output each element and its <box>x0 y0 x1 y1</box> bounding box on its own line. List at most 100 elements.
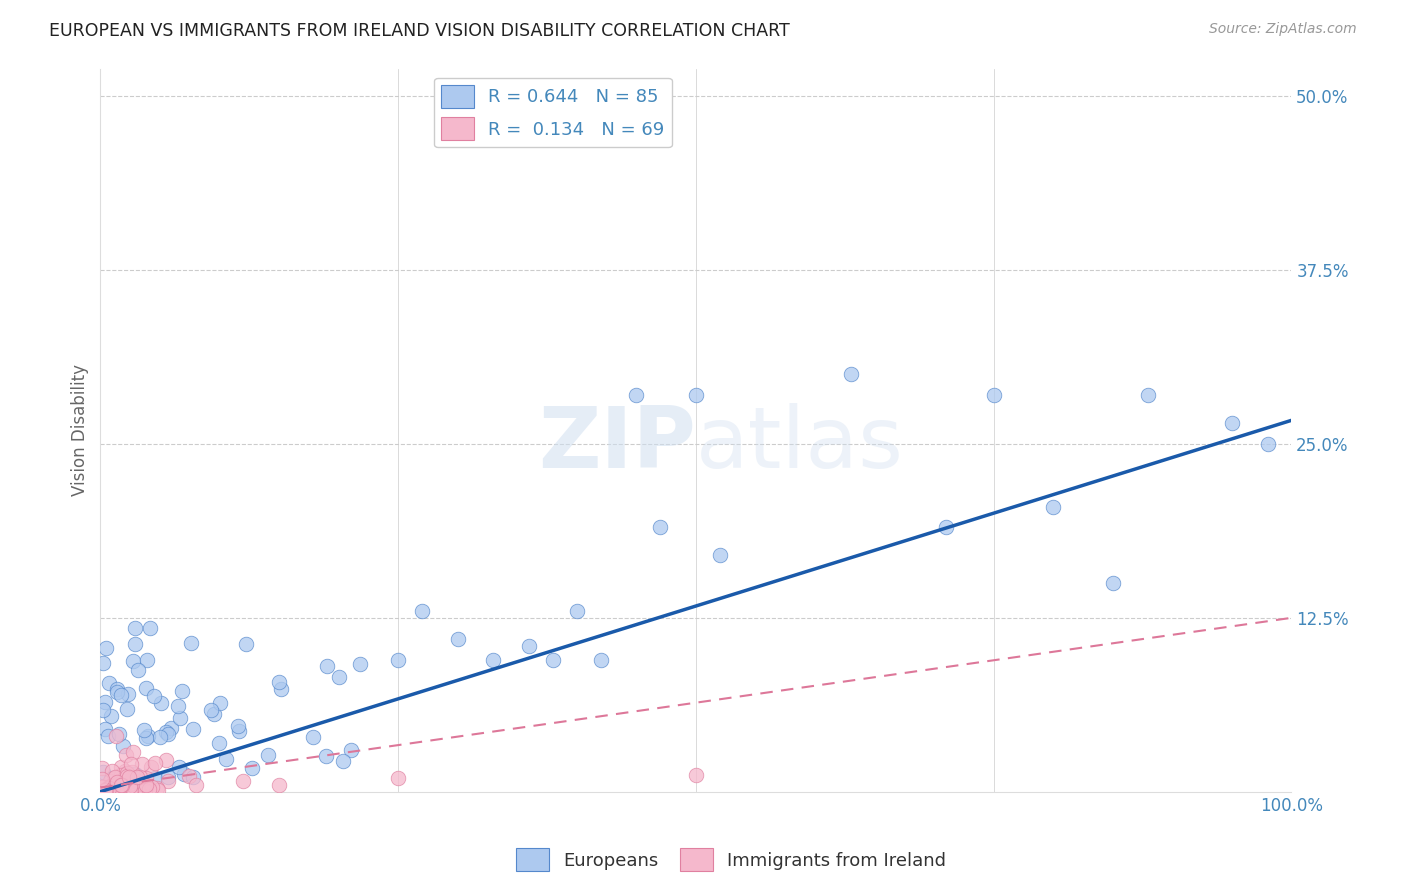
Point <box>208 696 231 710</box>
Point <box>839 368 862 382</box>
Point <box>134 783 156 797</box>
Point <box>104 729 127 743</box>
Point <box>98 676 121 690</box>
Point <box>98 774 121 789</box>
Point <box>105 775 128 789</box>
Point <box>541 652 564 666</box>
Point <box>173 767 195 781</box>
Point <box>98 783 121 797</box>
Point <box>110 768 132 782</box>
Point <box>91 656 114 670</box>
Point <box>157 773 180 788</box>
Point <box>235 637 257 651</box>
Point <box>155 724 177 739</box>
Point <box>104 771 127 785</box>
Point <box>111 739 134 753</box>
Text: Source: ZipAtlas.com: Source: ZipAtlas.com <box>1209 22 1357 37</box>
Point <box>122 745 145 759</box>
Point <box>122 779 145 793</box>
Point <box>124 637 146 651</box>
Point <box>167 760 190 774</box>
Point <box>340 743 363 757</box>
Point <box>146 780 169 795</box>
Point <box>93 782 115 797</box>
Point <box>122 654 145 668</box>
Point <box>127 783 149 797</box>
Point <box>115 768 138 782</box>
Point <box>139 760 162 774</box>
Point <box>110 760 132 774</box>
Point <box>98 781 121 796</box>
Point <box>155 752 177 766</box>
Point <box>139 621 162 635</box>
Point <box>269 674 291 689</box>
Point <box>118 779 141 793</box>
Point <box>482 652 505 666</box>
Point <box>94 641 117 656</box>
Point <box>184 778 207 792</box>
Point <box>103 771 125 785</box>
Point <box>316 658 339 673</box>
Point <box>125 770 148 784</box>
Point <box>232 773 254 788</box>
Point <box>159 721 181 735</box>
Point <box>91 780 114 794</box>
Point <box>208 736 231 750</box>
Point <box>114 772 136 787</box>
Point <box>148 783 170 797</box>
Point <box>105 682 128 697</box>
Text: EUROPEAN VS IMMIGRANTS FROM IRELAND VISION DISABILITY CORRELATION CHART: EUROPEAN VS IMMIGRANTS FROM IRELAND VISI… <box>49 22 790 40</box>
Point <box>111 776 134 790</box>
Point <box>101 772 124 786</box>
Point <box>90 772 112 786</box>
Point <box>110 688 132 702</box>
Point <box>117 766 139 780</box>
Point <box>685 388 707 402</box>
Point <box>240 761 263 775</box>
Point <box>149 730 172 744</box>
Point <box>301 730 323 744</box>
Point <box>226 719 249 733</box>
Point <box>169 711 191 725</box>
Point <box>136 653 159 667</box>
Point <box>91 703 114 717</box>
Point <box>709 549 731 563</box>
Point <box>179 769 201 783</box>
Point <box>91 764 114 779</box>
Point <box>98 780 121 794</box>
Point <box>90 761 112 775</box>
Point <box>143 756 166 770</box>
Point <box>134 681 156 695</box>
Point <box>1101 576 1123 591</box>
Point <box>100 772 122 786</box>
Point <box>141 780 163 794</box>
Text: ZIP: ZIP <box>538 403 696 486</box>
Point <box>135 778 157 792</box>
Point <box>257 748 280 763</box>
Text: atlas: atlas <box>696 403 904 486</box>
Legend: R = 0.644   N = 85, R =  0.134   N = 69: R = 0.644 N = 85, R = 0.134 N = 69 <box>434 78 672 147</box>
Point <box>94 783 117 797</box>
Point <box>115 748 138 763</box>
Point <box>315 749 337 764</box>
Point <box>96 783 118 797</box>
Point <box>94 783 117 797</box>
Point <box>114 764 136 779</box>
Point <box>170 684 193 698</box>
Legend: Europeans, Immigrants from Ireland: Europeans, Immigrants from Ireland <box>509 841 953 879</box>
Point <box>134 782 156 797</box>
Point <box>200 703 222 717</box>
Point <box>101 764 124 778</box>
Point <box>145 771 167 785</box>
Point <box>565 604 588 618</box>
Point <box>349 657 371 672</box>
Point <box>117 687 139 701</box>
Point <box>181 770 204 784</box>
Point <box>115 783 138 797</box>
Point <box>96 781 118 796</box>
Point <box>156 770 179 784</box>
Point <box>131 757 153 772</box>
Point <box>935 520 957 534</box>
Point <box>124 622 146 636</box>
Point <box>94 723 117 737</box>
